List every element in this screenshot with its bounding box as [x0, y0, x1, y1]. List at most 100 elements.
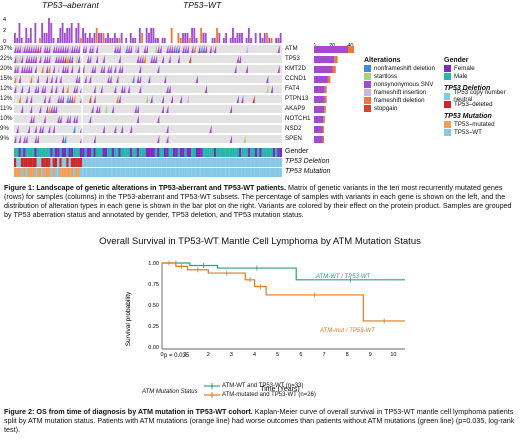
matrix-cell [100, 85, 103, 93]
km-y-tick: 1.00 [148, 261, 159, 267]
hist-bar [93, 33, 96, 43]
legend-label: nonframeshift deletion [374, 64, 435, 72]
matrix-cell [16, 65, 19, 73]
annot-cell [197, 168, 201, 177]
matrix-cell [136, 55, 139, 63]
annot-cell [141, 168, 144, 177]
bar-seg [324, 86, 327, 93]
annot-cell [43, 158, 46, 167]
hist-bar [84, 33, 87, 43]
annot-cell [177, 158, 180, 167]
annot-cell [134, 148, 137, 157]
annot-cell [182, 148, 185, 157]
matrix-cell [111, 105, 114, 113]
bar-seg [332, 66, 336, 73]
annot-cell [18, 158, 21, 167]
legend-swatch [444, 64, 451, 72]
annot-cell [45, 168, 49, 177]
matrix-cell [116, 95, 119, 103]
annot-cell [279, 158, 282, 167]
matrix-cell [20, 65, 24, 73]
matrix-cell [73, 85, 76, 93]
annot-cell [102, 168, 105, 177]
km-y-tick: 0.50 [148, 303, 159, 309]
annot-cell [227, 148, 230, 157]
annot-cell [57, 168, 60, 177]
matrix-cell [84, 75, 87, 83]
hist-bar [211, 38, 214, 43]
matrix-cell [168, 85, 171, 93]
annot-cell [34, 158, 37, 167]
annot-cell [277, 148, 280, 157]
hist-bar [270, 38, 273, 43]
km-x-tick: 9 [369, 352, 372, 358]
annot-cell [100, 168, 103, 177]
hist-bar [184, 33, 187, 43]
matrix-cell [18, 135, 21, 143]
matrix-cell [138, 85, 142, 93]
legend-swatch [364, 104, 371, 112]
annot-cell [275, 158, 278, 167]
matrix-cell [50, 75, 53, 83]
matrix-cell [166, 125, 169, 133]
gene-percent-fat4: 12% [0, 85, 13, 92]
hist-bar [134, 38, 137, 43]
annot-cell [213, 158, 217, 167]
matrix-row-bg-ccnd1 [14, 75, 282, 83]
matrix-cell [136, 115, 139, 123]
legend-swatch [444, 128, 451, 136]
hist-bar [229, 38, 232, 43]
matrix-cell [29, 115, 33, 123]
matrix-cell [104, 105, 108, 113]
annot-cell [186, 158, 189, 167]
legend-swatch [364, 72, 371, 80]
annot-cell [45, 148, 49, 157]
legend-label: TP53–WT [454, 128, 482, 136]
matrix-cell [75, 85, 78, 93]
hist-bar [161, 38, 164, 43]
legend-item: TP53 copy number neutral [444, 89, 520, 103]
gene-name-fat4: FAT4 [285, 85, 300, 92]
gene-percent-ccnd1: 15% [0, 75, 13, 82]
annot-cell [109, 168, 112, 177]
matrix-cell [14, 75, 17, 83]
matrix-cell [245, 45, 248, 53]
hist-bar [213, 38, 216, 43]
bar-seg [334, 56, 338, 63]
matrix-cell [102, 65, 105, 73]
matrix-cell [29, 65, 33, 73]
annot-cell [23, 148, 26, 157]
hist-bar [18, 23, 21, 43]
annot-cell [152, 168, 155, 177]
gene-name-tp53: TP53 [285, 55, 300, 62]
matrix-cell [57, 65, 60, 73]
annot-cell [195, 148, 199, 157]
matrix-cell [170, 95, 173, 103]
annot-cell [166, 168, 169, 177]
matrix-cell [68, 95, 71, 103]
annot-cell [163, 158, 167, 167]
annot-cell [168, 168, 171, 177]
matrix-cell [98, 105, 101, 113]
matrix-cell [61, 135, 64, 143]
hist-bar [68, 28, 71, 43]
gene-name-kmt2d: KMT2D [285, 65, 306, 72]
annot-cell [136, 158, 140, 167]
bar-seg [314, 76, 328, 83]
matrix-cell [123, 85, 126, 93]
annot-cell [207, 158, 210, 167]
km-x-tick: 6 [299, 352, 302, 358]
annot-cell [79, 168, 83, 177]
matrix-cell [277, 45, 280, 53]
annot-cell [191, 168, 194, 177]
group-label-aberrant: TP53–aberrant [42, 0, 99, 10]
alterations-legend: Alterations nonframeshift deletion startl… [364, 57, 444, 112]
annot-cell [104, 148, 108, 157]
gene-percent-akap9: 11% [0, 105, 12, 112]
matrix-cell [138, 55, 142, 63]
hist-bar [111, 38, 114, 43]
annot-cell [177, 148, 180, 157]
matrix-cell [170, 45, 173, 53]
hist-bar [200, 28, 203, 43]
annot-cell [268, 168, 271, 177]
